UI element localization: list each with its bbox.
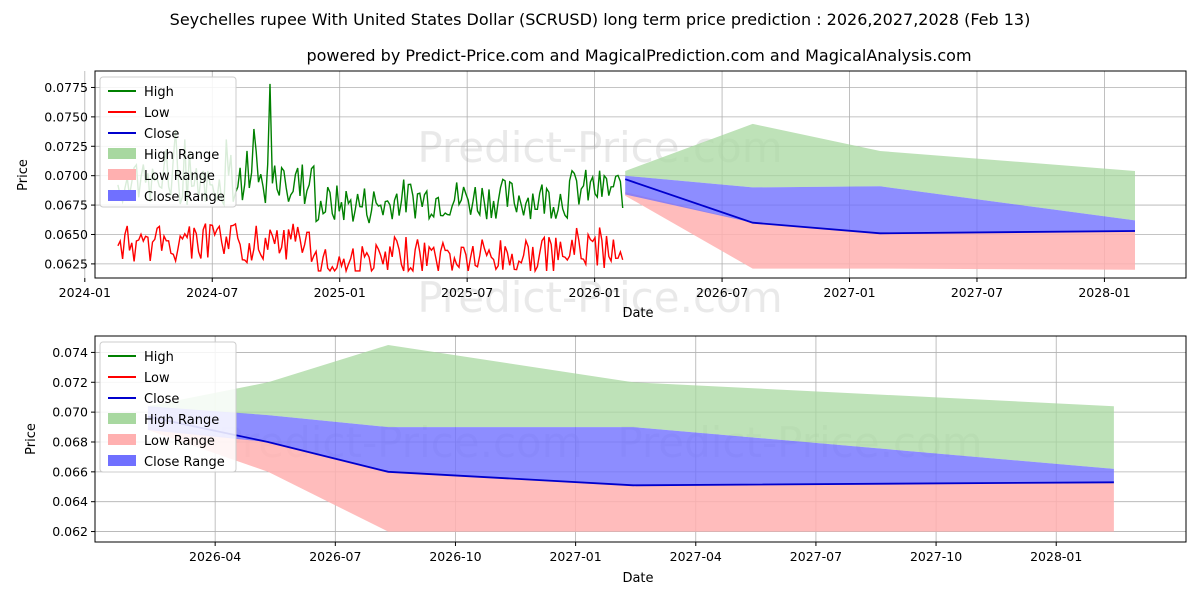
plot-frame [94, 335, 1187, 543]
legend-swatch [108, 169, 136, 180]
x-tick-label: 2028-01 [1078, 285, 1130, 300]
legend-swatch [108, 434, 136, 445]
x-axis-label: Date [622, 306, 653, 321]
legend-label: High Range [144, 413, 219, 428]
y-tick-label: 0.068 [52, 434, 88, 449]
x-axis-label: Date [622, 571, 653, 586]
x-tick-label: 2025-07 [441, 285, 493, 300]
series-low-line [117, 222, 624, 274]
x-tick-label: 2026-07 [696, 285, 748, 300]
x-tick-label: 2027-10 [910, 549, 962, 564]
chart-subtitle: powered by Predict-Price.com and Magical… [306, 46, 971, 65]
y-tick-label: 0.0625 [44, 256, 88, 271]
y-tick-label: 0.0750 [44, 109, 88, 124]
legend-label: High Range [144, 148, 219, 163]
x-tick-label: 2026-01 [568, 285, 620, 300]
range-fills [625, 123, 1135, 270]
legend: High Low Close High Range Low Range Close Ran… [99, 341, 237, 473]
x-tick-label: 2024-07 [186, 285, 238, 300]
legend-swatch [108, 413, 136, 424]
x-ticks: 2026-04 2026-07 2026-10 2027-01 2027-04 2027-… [189, 542, 1082, 564]
x-ticks: 2024-01 2024-07 2025-01 2025-07 2026-01 2026-… [59, 278, 1131, 300]
low-range-band [625, 192, 1135, 270]
y-tick-label: 0.0725 [44, 139, 88, 154]
x-tick-label: 2027-01 [823, 285, 875, 300]
legend-label: High [144, 350, 174, 365]
y-tick-label: 0.0700 [44, 168, 88, 183]
x-tick-label: 2027-01 [549, 549, 601, 564]
close-range-band [147, 406, 1114, 486]
x-tick-label: 2025-01 [314, 285, 366, 300]
legend-swatch [108, 148, 136, 159]
y-tick-label: 0.064 [52, 494, 88, 509]
legend-label: Close [144, 127, 179, 142]
high-range-band [625, 123, 1135, 221]
low-range-band [147, 427, 1114, 532]
close-range-band [625, 175, 1135, 234]
legend: High Low Close High Range Low Range Close Ran… [99, 76, 237, 208]
legend-label: Close Range [144, 455, 225, 470]
series-close-line [624, 178, 1136, 235]
y-tick-label: 0.066 [52, 464, 88, 479]
legend-label: High [144, 85, 174, 100]
plot-frame [94, 70, 1187, 279]
x-tick-label: 2026-04 [189, 549, 241, 564]
x-tick-label: 2026-10 [429, 549, 481, 564]
y-ticks: 0.062 0.064 0.066 0.068 0.070 0.072 0.074 [52, 345, 95, 539]
x-tick-label: 2026-07 [309, 549, 361, 564]
legend-label: Low Range [144, 169, 215, 184]
high-range-band [147, 345, 1114, 469]
chart-title: Seychelles rupee With United States Doll… [170, 10, 1031, 29]
x-tick-label: 2027-07 [951, 285, 1003, 300]
y-tick-label: 0.0650 [44, 227, 88, 242]
legend-swatch [108, 190, 136, 201]
panel-long-term: Predict-Price.com Predict-Price.com 2024… [16, 70, 1187, 322]
legend-label: Close Range [144, 190, 225, 205]
x-tick-label: 2027-04 [670, 549, 722, 564]
y-axis-label: Price [16, 159, 31, 191]
x-tick-label: 2024-01 [59, 285, 111, 300]
y-ticks: 0.0625 0.0650 0.0675 0.0700 0.0725 0.0750 0.07… [44, 80, 95, 271]
y-tick-label: 0.072 [52, 375, 88, 390]
y-axis-label: Price [24, 423, 39, 455]
legend-label: Low [144, 371, 170, 386]
x-tick-label: 2028-01 [1030, 549, 1082, 564]
legend-swatch [108, 455, 136, 466]
panel-forecast-zoom: Predict-Price.com Predict-Price.com 2026… [24, 335, 1187, 586]
legend-label: Close [144, 392, 179, 407]
y-tick-label: 0.062 [52, 524, 88, 539]
legend-label: Low Range [144, 434, 215, 449]
x-tick-label: 2027-07 [790, 549, 842, 564]
legend-label: Low [144, 106, 170, 121]
y-tick-label: 0.070 [52, 405, 88, 420]
y-tick-label: 0.0775 [44, 80, 88, 95]
range-fills [147, 345, 1114, 532]
y-tick-label: 0.074 [52, 345, 88, 360]
y-tick-label: 0.0675 [44, 198, 88, 213]
